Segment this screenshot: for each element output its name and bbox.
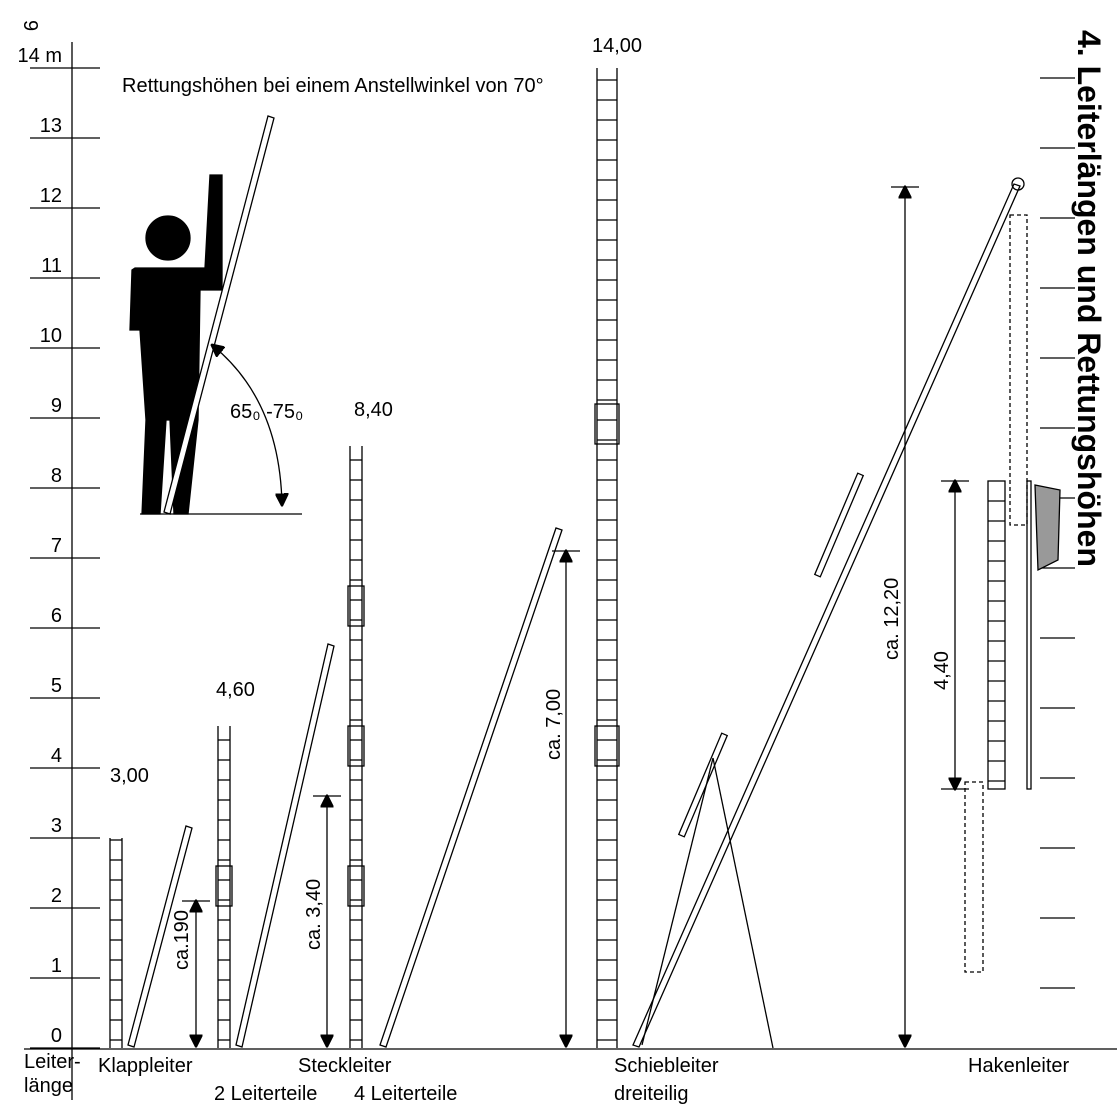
ladder-name: Klappleiter: [98, 1055, 193, 1077]
hook-ladder-rail: [1026, 480, 1032, 790]
hook-ladder-dashed: [964, 781, 984, 973]
axis-label: 12: [40, 185, 62, 207]
ladder-name: Schiebleiter: [614, 1055, 719, 1077]
length-label: 3,00: [110, 765, 149, 787]
support-leg: [712, 757, 774, 1049]
axis-label: 5: [51, 675, 62, 697]
page-number: 9: [19, 20, 41, 31]
angle-arc: [212, 345, 282, 505]
ladder-joint: [594, 403, 620, 445]
hook-ladder: [987, 480, 1006, 790]
axis-label: 11: [41, 255, 62, 277]
leaning-ladder: [163, 115, 275, 515]
axis-label: 0: [51, 1025, 62, 1047]
axis-label: 4: [51, 745, 62, 767]
axis-label: 1: [51, 955, 62, 977]
leaning-ladder: [235, 643, 335, 1048]
length-label: 4,60: [216, 679, 255, 701]
ladder-joint: [347, 585, 365, 627]
ladder-name: Hakenleiter: [968, 1055, 1070, 1077]
length-label: 14,00: [592, 35, 642, 57]
height-label: ca. 7,00: [543, 689, 565, 760]
title: 4. Leiterlängen und Rettungshöhen: [1071, 30, 1107, 567]
axis-label: 8: [51, 465, 62, 487]
ladder-name: 2 Leiterteile: [214, 1083, 317, 1105]
person-body: [129, 174, 223, 515]
height-label: ca. 3,40: [303, 879, 325, 950]
sill: [1034, 484, 1061, 572]
ladder-name: Steckleiter: [298, 1055, 392, 1077]
axis-label: 7: [51, 535, 62, 557]
ladder-name: 4 Leiterteile: [354, 1083, 457, 1105]
ladder-joint: [215, 865, 233, 907]
ladder-top: [1011, 177, 1025, 191]
axis-label: 9: [51, 395, 62, 417]
axis-label: 2: [51, 885, 62, 907]
person-head: [145, 215, 191, 261]
ladder-slide: [813, 472, 865, 578]
ladder-joint: [347, 865, 365, 907]
axis-label: 6: [51, 605, 62, 627]
ladder-name: dreiteilig: [614, 1083, 688, 1105]
axis-label: 3: [51, 815, 62, 837]
height-label: ca.190: [171, 910, 193, 970]
axis-label: 13: [40, 115, 62, 137]
leaning-ladder: [632, 183, 1021, 1048]
length-label: 8,40: [354, 399, 393, 421]
leaning-ladder: [127, 825, 193, 1048]
ladder-joint: [347, 725, 365, 767]
axis-label: 10: [40, 325, 62, 347]
support-leg: [641, 757, 714, 1046]
height-label: 4,40: [931, 651, 953, 690]
axis-caption: länge: [24, 1075, 73, 1097]
ladder-joint: [594, 725, 620, 767]
axis-label: 14 m: [18, 45, 62, 67]
height-label: ca. 12,20: [881, 578, 903, 660]
leaning-ladder: [379, 527, 563, 1048]
ladder-slide: [677, 732, 729, 838]
axis-caption: Leiter-: [24, 1051, 81, 1073]
subtitle: Rettungshöhen bei einem Anstellwinkel vo…: [122, 75, 544, 97]
hook-ladder-dashed: [1009, 214, 1028, 526]
